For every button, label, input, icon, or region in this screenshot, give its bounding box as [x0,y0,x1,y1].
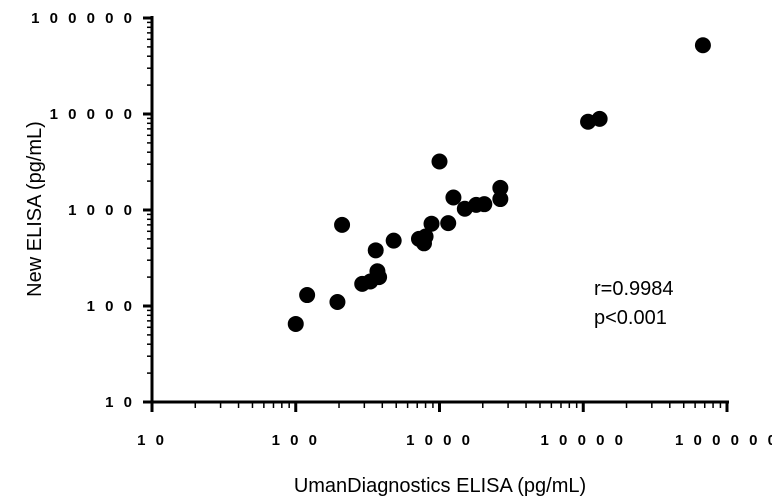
data-point [476,196,493,213]
y-tick-label: 1 0 [105,394,135,411]
y-tick-label: 1 0 0 [87,298,135,315]
y-tick-labels: 1 0 1 0 0 1 0 0 0 1 0 0 0 0 1 0 0 0 0 0 [31,10,135,411]
data-point [329,294,346,311]
data-point [694,37,711,54]
x-tick-label: 1 0 0 0 [406,432,473,449]
x-tick-label: 1 0 0 [272,432,320,449]
data-point [417,228,434,245]
data-point [367,242,384,259]
y-tick-label: 1 0 0 0 [68,202,135,219]
data-point [299,287,316,304]
x-tick-label: 1 0 0 0 0 [541,432,626,449]
data-point [492,179,509,196]
data-point [440,215,457,232]
data-point [431,153,448,170]
data-point [371,269,388,286]
annotation-r: r=0.9984 [594,278,674,300]
x-axis-title: UmanDiagnostics ELISA (pg/mL) [294,475,586,497]
annotation-p: p<0.001 [594,307,667,329]
x-tick-label: 1 0 0 0 0 0 [675,432,772,449]
data-point [445,189,462,206]
x-ticks [150,402,729,412]
x-tick-labels: 1 0 1 0 0 1 0 0 0 1 0 0 0 0 1 0 0 0 0 0 [137,432,772,449]
data-point [287,315,304,332]
data-point [423,215,440,232]
x-tick-label: 1 0 [137,432,167,449]
data-points [287,37,711,332]
y-tick-label: 1 0 0 0 0 [50,106,135,123]
y-axis-title: New ELISA (pg/mL) [24,121,46,297]
y-ticks [143,16,152,404]
data-point [334,216,351,233]
data-point [492,191,509,208]
data-point [591,110,608,127]
y-tick-label: 1 0 0 0 0 0 [31,10,135,27]
data-point [385,232,402,249]
